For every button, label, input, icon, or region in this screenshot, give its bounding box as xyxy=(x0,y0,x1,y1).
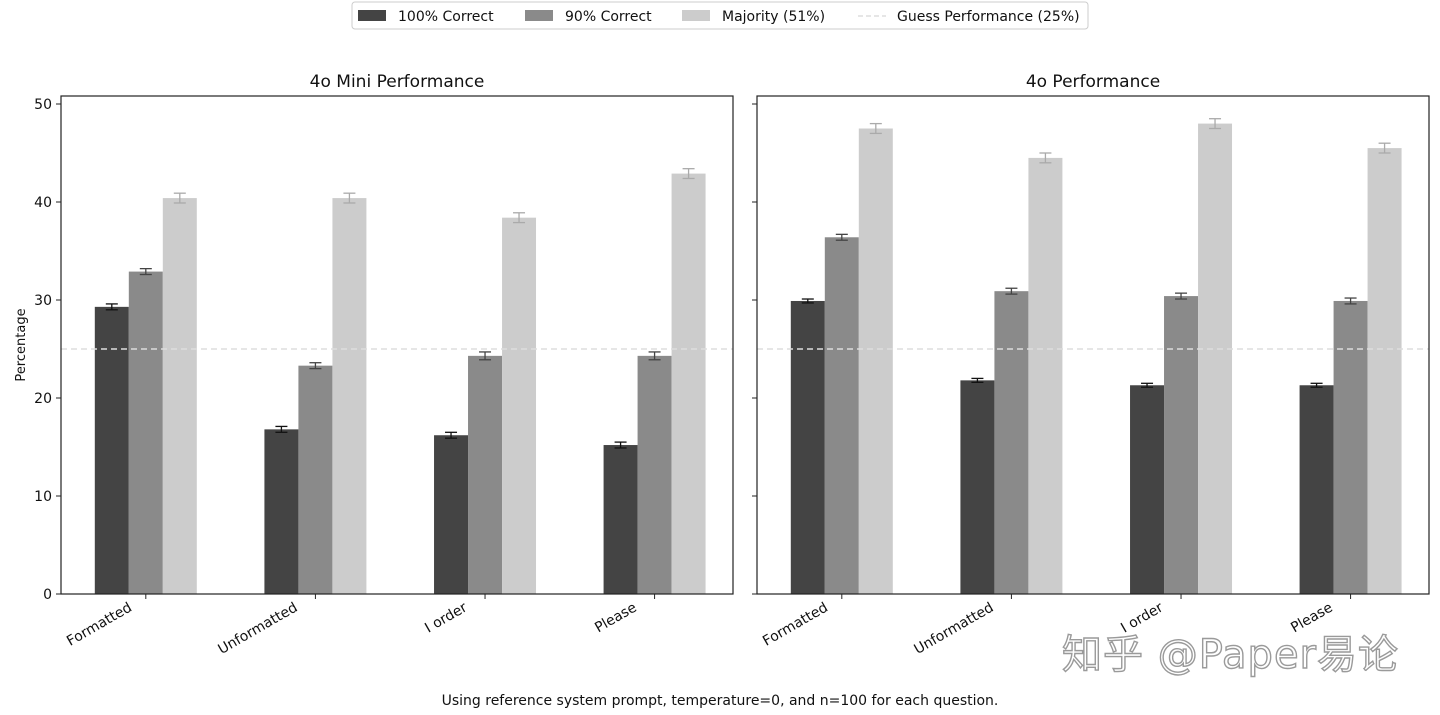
legend-label: Majority (51%) xyxy=(722,9,825,25)
panel-title: 4o Performance xyxy=(1026,72,1160,92)
y-tick-label: 20 xyxy=(34,391,52,407)
bar xyxy=(824,237,859,594)
legend-swatch xyxy=(525,10,553,21)
bar xyxy=(128,271,163,594)
bar xyxy=(1130,385,1165,594)
watermark: 知乎 @Paper易论 xyxy=(1061,631,1399,678)
legend-label: Guess Performance (25%) xyxy=(897,9,1080,25)
bar xyxy=(298,365,333,594)
bar xyxy=(960,380,995,594)
bar xyxy=(434,435,469,594)
bar xyxy=(790,300,825,594)
y-tick-label: 30 xyxy=(34,293,52,309)
x-tick-label: Unformatted xyxy=(215,600,300,658)
legend-label: 90% Correct xyxy=(565,9,652,25)
bar xyxy=(637,355,672,594)
legend-swatch xyxy=(358,10,386,21)
plot-frame xyxy=(60,95,734,595)
bar xyxy=(1164,296,1199,594)
bar xyxy=(1198,123,1233,594)
bar xyxy=(1299,385,1334,594)
x-tick-label: Please xyxy=(592,600,639,637)
legend-swatch xyxy=(682,10,710,21)
bar xyxy=(671,173,706,594)
y-tick-label: 50 xyxy=(34,97,52,113)
x-tick-label: Unformatted xyxy=(911,600,996,658)
bar xyxy=(603,445,638,594)
y-tick-label: 10 xyxy=(34,489,52,505)
x-tick-label: Formatted xyxy=(64,600,135,650)
bar xyxy=(1367,148,1402,594)
bar xyxy=(1028,157,1063,594)
legend-label: 100% Correct xyxy=(398,9,494,25)
y-tick-label: 0 xyxy=(43,587,52,603)
bar xyxy=(264,429,299,594)
x-tick-label: Formatted xyxy=(760,600,831,650)
bar xyxy=(94,306,129,594)
panel-title: 4o Mini Performance xyxy=(310,72,485,92)
bar xyxy=(1333,300,1368,594)
bar xyxy=(858,128,893,594)
x-tick-label: I order xyxy=(422,599,470,636)
plot-frame xyxy=(756,95,1430,595)
bar xyxy=(162,198,197,594)
y-axis-label: Percentage xyxy=(14,308,29,381)
figure-caption: Using reference system prompt, temperatu… xyxy=(441,693,999,709)
legend-box xyxy=(351,1,1089,30)
bar xyxy=(332,198,367,594)
bar xyxy=(502,217,537,594)
bar xyxy=(994,291,1029,594)
bar xyxy=(468,355,503,594)
y-tick-label: 40 xyxy=(34,195,52,211)
